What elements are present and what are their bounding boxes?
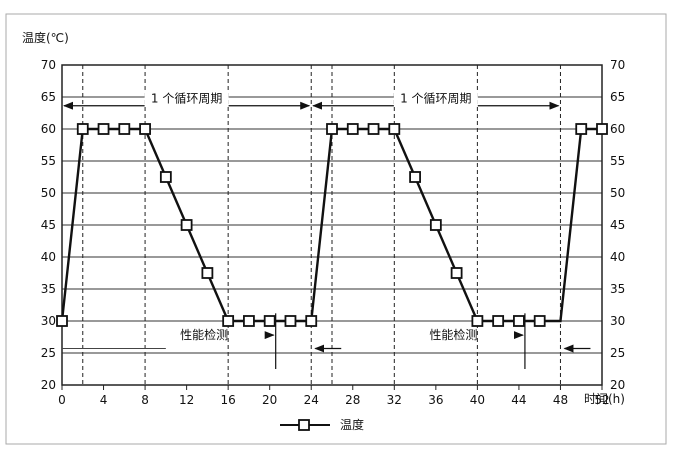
test-label: 性能检测 bbox=[429, 327, 477, 342]
x-tick-label: 52 bbox=[594, 393, 609, 407]
y-tick-label-right: 70 bbox=[610, 58, 625, 72]
x-tick-label: 20 bbox=[262, 393, 277, 407]
data-point bbox=[263, 315, 276, 327]
data-point bbox=[513, 315, 525, 327]
y-tick-label-right: 50 bbox=[610, 186, 625, 200]
data-point bbox=[243, 315, 255, 327]
x-axis-title: 时间(h) bbox=[584, 392, 625, 406]
y-tick-label-right: 25 bbox=[610, 346, 625, 360]
y-tick-label-left: 55 bbox=[41, 154, 56, 168]
x-tick-label: 32 bbox=[387, 393, 402, 407]
x-tick-label: 4 bbox=[100, 393, 108, 407]
test-label: 性能检测 bbox=[180, 327, 228, 342]
data-point bbox=[492, 315, 505, 327]
data-point bbox=[159, 171, 172, 183]
x-tick-label: 36 bbox=[428, 393, 443, 407]
data-point bbox=[305, 315, 318, 327]
data-point bbox=[346, 123, 359, 135]
y-tick-label-left: 50 bbox=[41, 186, 56, 200]
y-tick-label-left: 60 bbox=[41, 122, 56, 136]
data-point bbox=[575, 123, 588, 135]
y-axis-title: 温度(℃) bbox=[22, 30, 69, 45]
data-point bbox=[118, 123, 131, 135]
x-tick-label: 40 bbox=[470, 393, 485, 407]
data-point bbox=[201, 267, 214, 279]
y-tick-label-right: 45 bbox=[610, 218, 625, 232]
data-point bbox=[284, 315, 297, 327]
data-point bbox=[471, 315, 484, 327]
x-tick-label: 44 bbox=[511, 393, 526, 407]
data-point bbox=[409, 171, 421, 183]
x-tick-label: 0 bbox=[58, 393, 66, 407]
y-tick-label-left: 25 bbox=[41, 346, 56, 360]
data-point bbox=[367, 123, 380, 135]
y-tick-label-left: 35 bbox=[41, 282, 56, 296]
legend-marker bbox=[298, 419, 310, 431]
dashed-layer bbox=[61, 65, 561, 385]
legend: 温度 bbox=[280, 417, 364, 432]
y-tick-label-left: 30 bbox=[41, 314, 56, 328]
y-tick-label-left: 70 bbox=[41, 58, 56, 72]
cycle-label: 1 个循环周期 bbox=[151, 92, 222, 106]
x-tick-label: 16 bbox=[221, 393, 236, 407]
y-tick-label-left: 40 bbox=[41, 250, 56, 264]
y-tick-label-right: 55 bbox=[610, 154, 625, 168]
data-point bbox=[139, 123, 151, 135]
series-layer bbox=[56, 123, 608, 327]
data-point bbox=[429, 219, 442, 231]
data-point bbox=[76, 123, 89, 135]
data-point bbox=[56, 315, 68, 327]
legend-label: 温度 bbox=[340, 417, 364, 432]
x-tick-label: 8 bbox=[141, 393, 149, 407]
data-point bbox=[596, 123, 608, 135]
data-point bbox=[180, 219, 193, 231]
annotation-bg bbox=[393, 90, 478, 107]
y-tick-label-right: 65 bbox=[610, 90, 625, 104]
figure-border bbox=[5, 13, 667, 445]
y-tick-label-right: 30 bbox=[610, 314, 625, 328]
x-tick-label: 48 bbox=[553, 393, 568, 407]
x-tick-label: 24 bbox=[304, 393, 319, 407]
y-tick-label-right: 35 bbox=[610, 282, 625, 296]
y-tick-label-left: 20 bbox=[41, 378, 56, 392]
grid-layer bbox=[62, 64, 602, 386]
cycle-label: 1 个循环周期 bbox=[400, 92, 471, 106]
y-tick-label-right: 60 bbox=[610, 122, 625, 136]
data-point bbox=[97, 123, 110, 135]
data-point bbox=[533, 315, 546, 327]
data-point bbox=[326, 123, 338, 135]
data-point bbox=[450, 267, 463, 279]
data-point bbox=[222, 315, 235, 327]
y-tick-label-left: 65 bbox=[41, 90, 56, 104]
y-tick-label-right: 40 bbox=[610, 250, 625, 264]
y-tick-label-right: 20 bbox=[610, 378, 625, 392]
x-tick-label: 12 bbox=[179, 393, 194, 407]
x-tick-label: 28 bbox=[345, 393, 360, 407]
y-tick-label-left: 45 bbox=[41, 218, 56, 232]
annotation-bg bbox=[144, 90, 229, 107]
data-point bbox=[388, 123, 401, 135]
